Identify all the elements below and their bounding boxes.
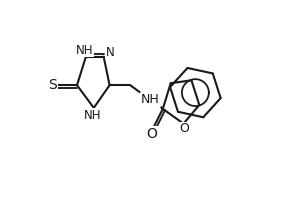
Text: NH: NH — [76, 44, 94, 57]
Text: O: O — [146, 127, 157, 141]
Text: O: O — [180, 122, 190, 135]
Text: NH: NH — [141, 93, 160, 106]
Text: N: N — [106, 46, 114, 59]
Text: NH: NH — [84, 109, 102, 122]
Text: S: S — [48, 78, 57, 92]
